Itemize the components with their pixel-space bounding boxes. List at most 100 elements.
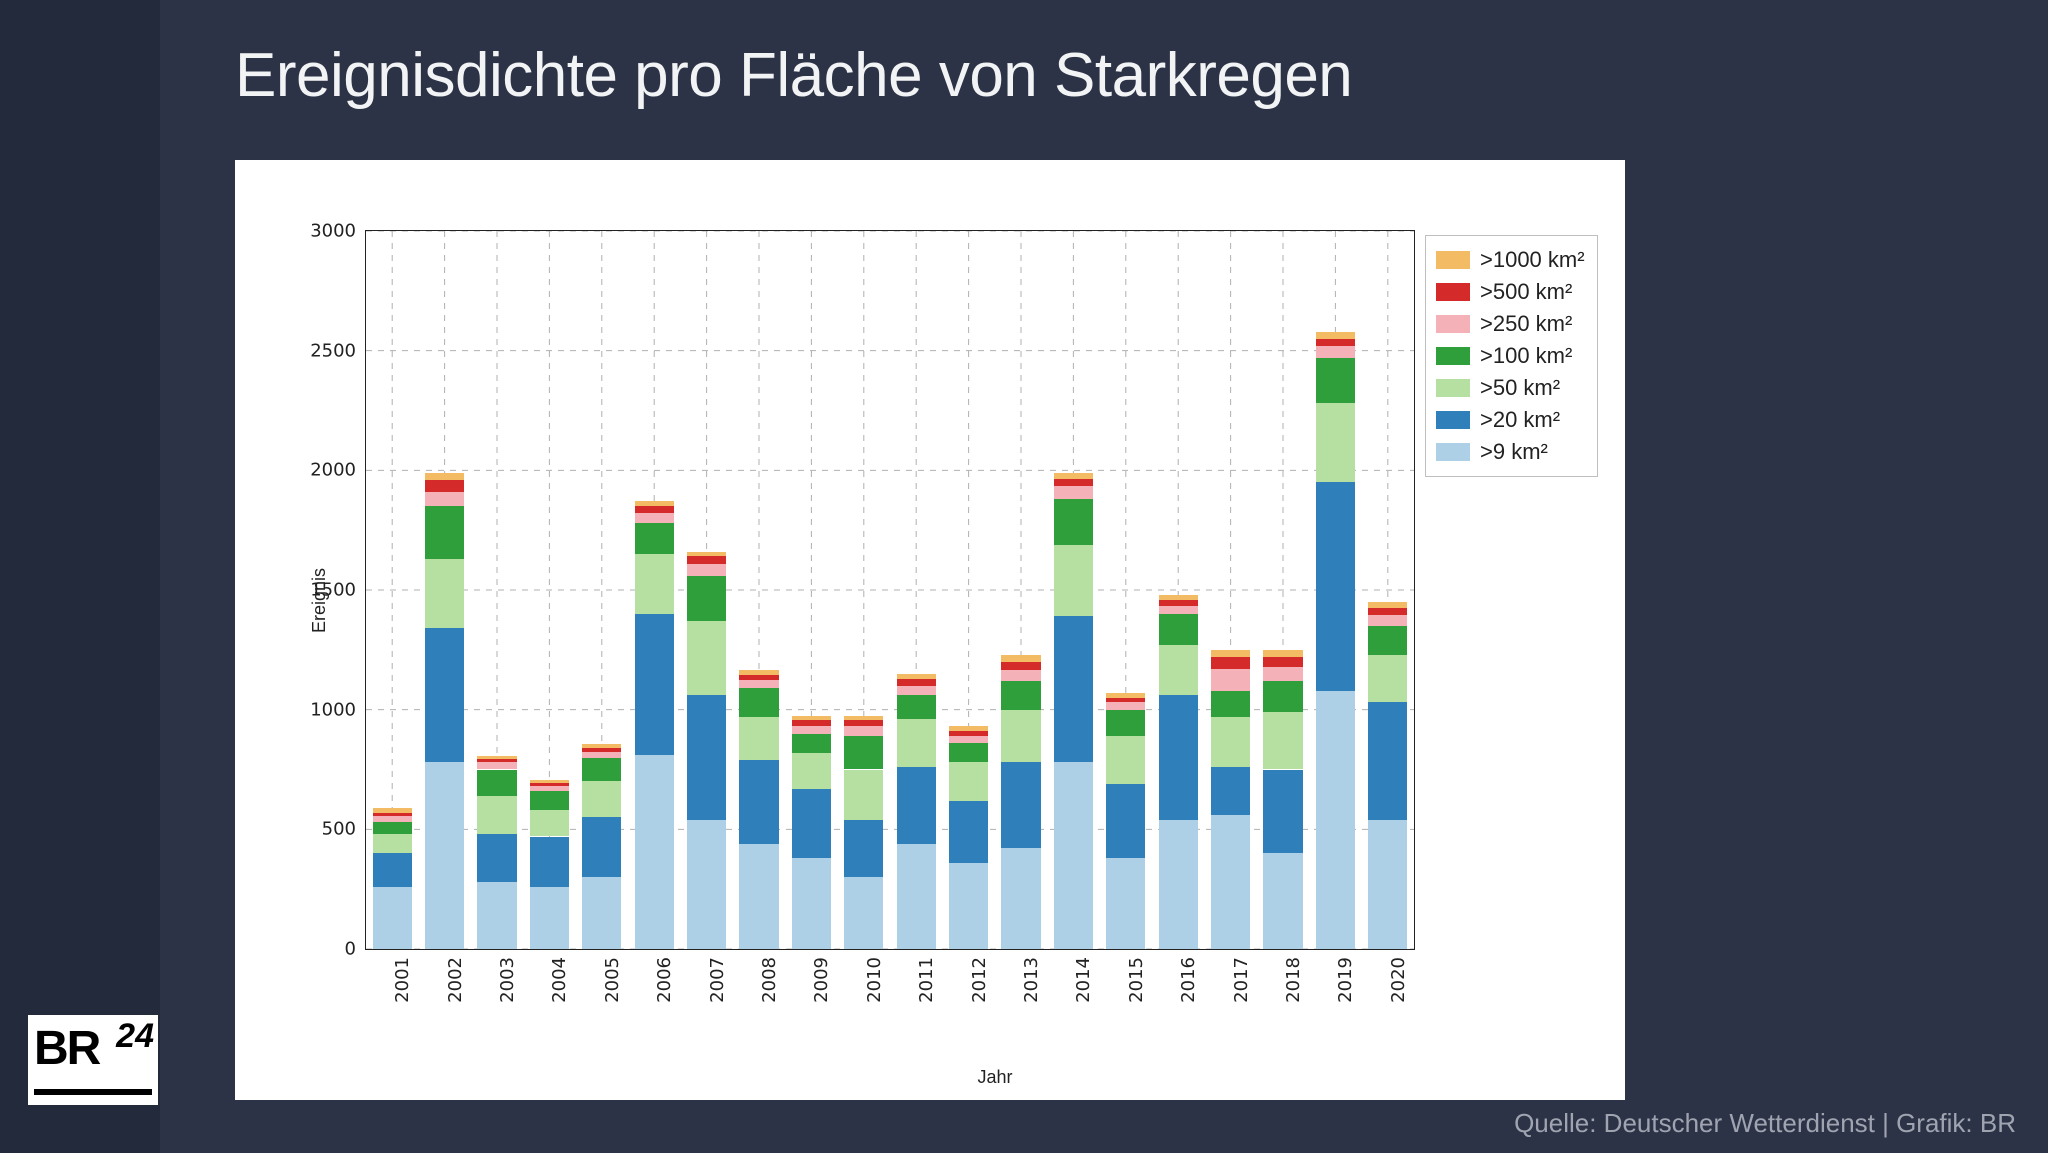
legend-item: >1000 km²	[1436, 244, 1585, 276]
bar-segment	[687, 552, 726, 557]
left-stripe	[0, 0, 160, 1153]
bar-segment	[739, 844, 778, 949]
bar-segment	[1316, 403, 1355, 482]
bar-segment	[1159, 820, 1198, 949]
x-tick-label: 2006	[654, 957, 675, 1003]
bar-segment	[373, 808, 412, 813]
bar-segment	[1159, 606, 1198, 614]
bar-segment	[1316, 346, 1355, 358]
bar-segment	[530, 791, 569, 810]
bar-segment	[1054, 473, 1093, 479]
bar-segment	[687, 576, 726, 621]
legend-swatch	[1436, 379, 1470, 397]
bar-segment	[1368, 608, 1407, 615]
bar-segment	[844, 770, 883, 820]
bar-segment	[1106, 736, 1145, 784]
bar-segment	[844, 820, 883, 877]
bar-segment	[1316, 691, 1355, 949]
y-tick-label: 2500	[310, 340, 356, 361]
bar-segment	[897, 686, 936, 696]
legend-swatch	[1436, 251, 1470, 269]
legend-item: >100 km²	[1436, 340, 1585, 372]
bar-segment	[1263, 853, 1302, 949]
legend-swatch	[1436, 347, 1470, 365]
bar-segment	[425, 762, 464, 949]
bar-segment	[687, 820, 726, 949]
bar-segment	[1316, 332, 1355, 339]
bar-segment	[1106, 702, 1145, 709]
bar-segment	[792, 789, 831, 858]
bar-segment	[687, 556, 726, 563]
bar-segment	[635, 523, 674, 554]
bar-segment	[1054, 545, 1093, 617]
bar-segment	[739, 680, 778, 688]
bar-segment	[1211, 767, 1250, 815]
x-tick-label: 2011	[916, 957, 937, 1003]
bar-segment	[1211, 717, 1250, 767]
bar-segment	[1368, 702, 1407, 819]
legend-swatch	[1436, 315, 1470, 333]
x-tick-label: 2010	[864, 957, 885, 1003]
legend-item: >50 km²	[1436, 372, 1585, 404]
bar-segment	[792, 858, 831, 949]
bar-segment	[582, 781, 621, 817]
bar-segment	[844, 716, 883, 721]
y-tick-label: 500	[322, 819, 356, 840]
bar-segment	[897, 844, 936, 949]
bar-segment	[897, 695, 936, 719]
bar-segment	[477, 762, 516, 769]
logo-underline	[34, 1089, 152, 1095]
bar-segment	[739, 688, 778, 717]
x-tick-label: 2019	[1335, 957, 1356, 1003]
x-tick-label: 2017	[1231, 957, 1252, 1003]
bar-segment	[897, 767, 936, 844]
bar-segment	[530, 780, 569, 782]
bar-segment	[1263, 667, 1302, 681]
bar-segment	[949, 736, 988, 743]
legend-swatch	[1436, 283, 1470, 301]
x-tick-label: 2018	[1283, 957, 1304, 1003]
bar-segment	[1263, 712, 1302, 769]
x-tick-label: 2005	[602, 957, 623, 1003]
bar-segment	[844, 877, 883, 949]
bar-segment	[739, 717, 778, 760]
bar-segment	[1159, 614, 1198, 645]
y-tick-label: 2000	[310, 460, 356, 481]
legend-label: >50 km²	[1480, 375, 1560, 401]
bar-segment	[477, 796, 516, 834]
legend-label: >1000 km²	[1480, 247, 1585, 273]
bar-segment	[1054, 486, 1093, 499]
bar-segment	[582, 877, 621, 949]
bar-segment	[739, 670, 778, 675]
bar-segment	[1368, 602, 1407, 608]
bar-segment	[1106, 858, 1145, 949]
legend-label: >250 km²	[1480, 311, 1572, 337]
bar-segment	[949, 863, 988, 949]
x-tick-label: 2004	[549, 957, 570, 1003]
bar-segment	[739, 675, 778, 680]
bar-segment	[949, 801, 988, 863]
page-title: Ereignisdichte pro Fläche von Starkregen	[235, 40, 1352, 111]
bar-segment	[1159, 645, 1198, 695]
x-tick-label: 2007	[707, 957, 728, 1003]
bar-segment	[1001, 681, 1040, 710]
bar-segment	[1001, 762, 1040, 848]
bar-segment	[635, 506, 674, 513]
chart-legend: >1000 km²>500 km²>250 km²>100 km²>50 km²…	[1425, 235, 1598, 477]
bar-segment	[1001, 710, 1040, 763]
legend-item: >250 km²	[1436, 308, 1585, 340]
bar-segment	[425, 628, 464, 762]
bar-segment	[1054, 499, 1093, 544]
bar-segment	[635, 501, 674, 506]
bar-segment	[373, 822, 412, 834]
legend-label: >9 km²	[1480, 439, 1548, 465]
bar-segment	[1368, 820, 1407, 949]
bar-segment	[373, 816, 412, 822]
legend-swatch	[1436, 443, 1470, 461]
source-credit: Quelle: Deutscher Wetterdienst | Grafik:…	[1514, 1108, 2016, 1139]
bar-segment	[792, 716, 831, 721]
y-tick-label: 0	[345, 939, 356, 960]
x-tick-label: 2003	[497, 957, 518, 1003]
bar-segment	[792, 753, 831, 789]
bar-segment	[373, 813, 412, 817]
